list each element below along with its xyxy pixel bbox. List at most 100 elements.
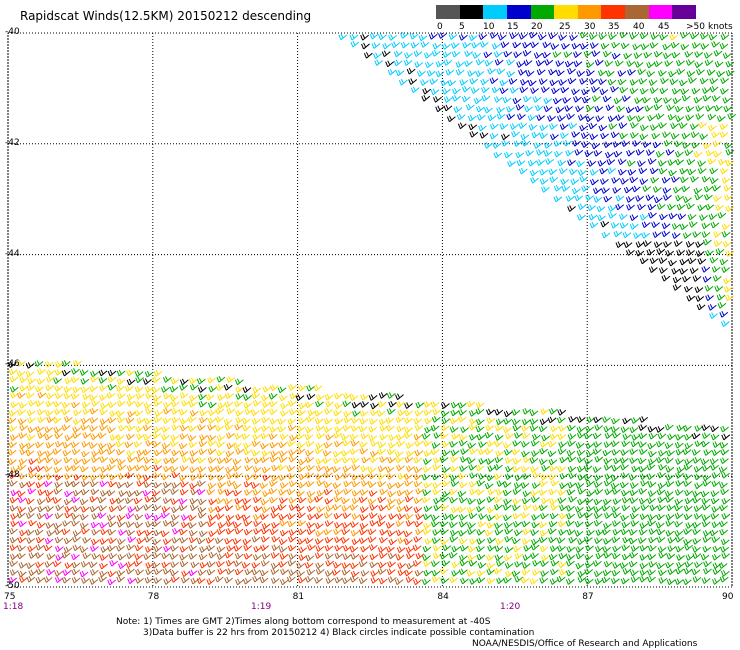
wind-barb (703, 560, 712, 568)
wind-barb (99, 570, 108, 578)
wind-barb (449, 535, 459, 543)
wind-barb (559, 482, 568, 490)
wind-barb (223, 456, 233, 464)
wind-barb (512, 488, 522, 495)
wind-barb (448, 551, 458, 559)
wind-barb (523, 59, 533, 67)
wind-barb (626, 149, 635, 157)
wind-barb (206, 560, 216, 568)
wind-barb (435, 70, 445, 78)
wind-barb (577, 538, 586, 545)
wind-barb (136, 480, 146, 487)
wind-barb (513, 51, 523, 59)
wind-barb (611, 464, 621, 472)
wind-barb (134, 370, 144, 377)
wind-barb (593, 498, 603, 506)
wind-barb (198, 530, 208, 538)
wind-barb (547, 527, 557, 535)
wind-barb (244, 568, 254, 576)
wind-barb (656, 456, 665, 464)
wind-barb (72, 426, 82, 433)
wind-barb (521, 425, 530, 432)
wind-barb (484, 59, 494, 67)
wind-barb (90, 488, 100, 496)
wind-barb (7, 361, 17, 369)
wind-barb (19, 424, 29, 432)
wind-barb (413, 480, 423, 488)
wind-barb (727, 112, 737, 120)
wind-barb (606, 158, 616, 166)
wind-barb (225, 527, 235, 535)
wind-barb (37, 391, 47, 399)
wind-barb (61, 360, 71, 367)
wind-barb (305, 480, 315, 488)
wind-barb (414, 440, 424, 447)
wind-barb (323, 417, 333, 425)
wind-barb (610, 222, 620, 229)
wind-barb (315, 545, 325, 552)
legend-swatch (530, 5, 555, 19)
wind-barb (629, 79, 639, 86)
wind-barb (288, 455, 298, 463)
wind-barb (594, 578, 604, 585)
wind-barb (720, 569, 730, 577)
wind-barb (7, 449, 17, 456)
wind-barb (55, 554, 65, 561)
wind-barb (656, 504, 666, 512)
wind-barb (548, 553, 558, 561)
wind-barb (403, 59, 413, 66)
wind-barb (683, 480, 692, 487)
wind-barb (278, 456, 288, 463)
legend-color-bar (436, 5, 697, 19)
wind-barb (597, 214, 606, 222)
wind-barb (530, 41, 539, 49)
wind-barb (539, 447, 549, 455)
wind-barb (460, 577, 469, 585)
wind-barb (325, 433, 334, 441)
wind-barb (647, 575, 656, 583)
wind-barb (566, 113, 575, 120)
wind-barb (144, 546, 154, 553)
wind-barb (349, 33, 359, 41)
wind-barb (667, 159, 677, 166)
wind-barb (653, 241, 663, 248)
wind-barb (342, 522, 351, 529)
wind-barb (610, 482, 620, 490)
wind-barb (134, 409, 144, 417)
wind-barb (44, 426, 53, 433)
wind-barb (489, 32, 499, 39)
wind-barb (615, 241, 625, 248)
wind-barb (708, 33, 718, 41)
wind-barb (575, 562, 585, 570)
wind-barb (467, 545, 477, 553)
wind-barb (64, 511, 74, 519)
wind-barb (556, 575, 566, 583)
wind-barb (533, 52, 543, 59)
wind-barb (530, 496, 540, 503)
wind-barb (662, 52, 672, 60)
wind-barb (288, 553, 298, 560)
wind-barb (499, 79, 509, 87)
wind-barb (710, 513, 720, 520)
wind-barb (80, 480, 90, 488)
wind-barb (306, 505, 316, 512)
wind-barb (693, 96, 703, 104)
wind-barb (585, 479, 595, 487)
wind-barb (700, 43, 710, 50)
wind-barb (314, 522, 324, 530)
wind-barb (234, 527, 244, 535)
wind-barb (520, 465, 530, 473)
wind-barb (456, 113, 466, 121)
wind-barb (404, 402, 413, 409)
wind-barb (637, 203, 646, 211)
wind-barb (306, 521, 315, 529)
wind-barb (457, 506, 467, 513)
wind-barb (475, 58, 485, 66)
wind-barb (655, 150, 665, 158)
wind-barb (584, 561, 594, 569)
wind-barb (207, 473, 217, 481)
wind-barb (553, 195, 563, 203)
wind-barb (413, 433, 423, 441)
wind-barb (725, 60, 735, 68)
